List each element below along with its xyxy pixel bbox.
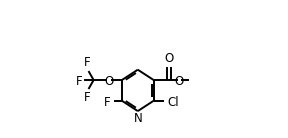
Text: N: N [133, 112, 142, 125]
Text: F: F [84, 91, 91, 104]
Text: Cl: Cl [167, 96, 179, 109]
Text: F: F [84, 56, 91, 69]
Text: O: O [175, 75, 184, 88]
Text: O: O [164, 52, 173, 65]
Text: F: F [104, 96, 111, 109]
Text: O: O [104, 75, 113, 88]
Text: F: F [75, 75, 82, 88]
